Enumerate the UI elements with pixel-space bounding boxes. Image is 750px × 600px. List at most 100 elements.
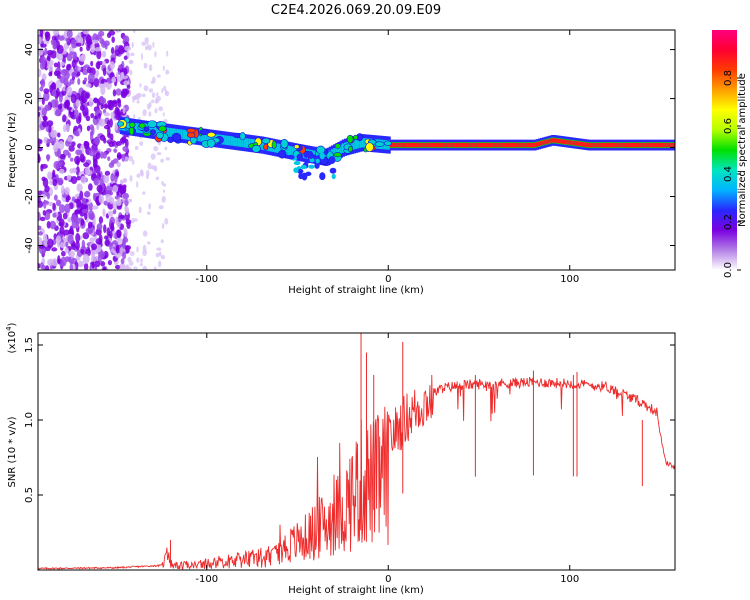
heatmap-cell (180, 129, 184, 139)
heatmap-cell (614, 142, 618, 148)
heatmap-cell (92, 158, 98, 167)
colorbar-tick-label: 0.0 (723, 262, 734, 278)
heatmap-cell (136, 257, 140, 263)
x-tick-label: 100 (560, 274, 579, 285)
heatmap-cell (548, 138, 552, 144)
heatmap-cell (98, 118, 106, 127)
heatmap-cell (54, 98, 59, 108)
heatmap-cell (53, 233, 57, 240)
heatmap-cell (132, 98, 135, 103)
heatmap-cell (88, 202, 94, 212)
heatmap-cell (122, 185, 127, 194)
heatmap-cell (113, 148, 118, 153)
figure-title: C2E4.2026.069.20.09.E09 (271, 3, 441, 18)
heatmap-cell (104, 124, 111, 130)
heatmap-cell (39, 30, 44, 38)
heatmap-cell (110, 222, 115, 231)
heatmap-cell (206, 138, 216, 148)
heatmap-cell (122, 192, 129, 200)
heatmap-cell (141, 41, 147, 46)
heatmap-cell (148, 203, 152, 210)
heatmap-cell (102, 103, 109, 109)
heatmap-cell (557, 138, 561, 144)
heatmap-cell (186, 128, 196, 134)
heatmap-cell (129, 69, 133, 76)
heatmap-cell (115, 245, 120, 254)
heatmap-cell (531, 142, 535, 148)
heatmap-cell (441, 142, 446, 148)
heatmap-cell (655, 142, 659, 148)
heatmap-cell (158, 106, 164, 112)
heatmap-cell (319, 172, 326, 181)
heatmap-cell (100, 151, 104, 159)
heatmap-cell (80, 218, 85, 226)
heatmap-cell (107, 156, 111, 162)
heatmap-cell (161, 222, 165, 230)
heatmap-cell (128, 155, 134, 162)
heatmap-cell (70, 214, 78, 223)
heatmap-cell (241, 137, 245, 148)
heatmap-cell (96, 98, 100, 109)
heatmap-cell (245, 138, 250, 148)
heatmap-cell (109, 216, 116, 226)
heatmap-cell (622, 142, 626, 148)
heatmap-cell (353, 134, 358, 141)
heatmap-cell (452, 142, 457, 148)
heatmap-cell (347, 145, 354, 153)
heatmap-cell (56, 52, 64, 61)
heatmap-cell (162, 65, 165, 72)
heatmap-cell (107, 99, 114, 105)
heatmap-cell (668, 142, 672, 148)
heatmap-cell (618, 142, 622, 148)
colorbar-tick-label: 0.8 (723, 70, 734, 86)
heatmap-cell (89, 237, 95, 244)
heatmap-cell (111, 36, 115, 44)
heatmap-cell (418, 142, 422, 148)
heatmap-cell (62, 124, 67, 133)
heatmap-cell (118, 185, 124, 193)
heatmap-cell (82, 30, 90, 35)
heatmap-cell (537, 141, 541, 147)
heatmap-cell (152, 41, 155, 48)
heatmap-cell (500, 142, 504, 148)
heatmap-cell (251, 144, 261, 153)
heatmap-cell (96, 184, 103, 193)
colorbar-tick-label: 0.4 (723, 166, 734, 182)
heatmap-cell (361, 137, 365, 148)
heatmap-cell (75, 99, 80, 107)
heatmap-cell (107, 103, 113, 110)
heatmap-cell (52, 169, 56, 178)
heatmap-cell (74, 108, 79, 119)
heatmap-cell (237, 137, 241, 147)
heatmap-cell (42, 177, 49, 188)
heatmap-cell (328, 156, 336, 165)
heatmap-cell (129, 251, 135, 257)
heatmap-cell (550, 138, 555, 143)
colorbar-ticks: 0.0 0.2 0.4 0.6 0.8 (723, 70, 741, 278)
heatmap-cell (88, 97, 93, 108)
heatmap-cell (87, 221, 93, 229)
heatmap-cell (108, 141, 115, 148)
heatmap-cell (158, 251, 162, 257)
heatmap-cell (55, 199, 62, 207)
heatmap-cell (396, 142, 400, 148)
heatmap-cell (402, 142, 406, 148)
heatmap-cell (155, 176, 160, 181)
heatmap-cell (303, 158, 311, 164)
heatmap-cell (42, 120, 49, 128)
heatmap-cell (123, 55, 128, 61)
heatmap-cell (47, 171, 53, 180)
heatmap-cell (105, 185, 113, 195)
y-tick-label: 40 (24, 43, 35, 56)
heatmap-cell (109, 61, 116, 70)
heatmap-cell (116, 198, 122, 207)
heatmap-cell (164, 217, 169, 225)
heatmap-cell (596, 142, 600, 148)
heatmap-cell (404, 142, 409, 148)
heatmap-cell (101, 50, 107, 58)
heatmap-cell (92, 192, 97, 201)
heatmap-cell (55, 235, 62, 244)
heatmap-cell (293, 144, 300, 150)
heatmap-cell (163, 85, 167, 91)
heatmap-cell (116, 161, 121, 168)
